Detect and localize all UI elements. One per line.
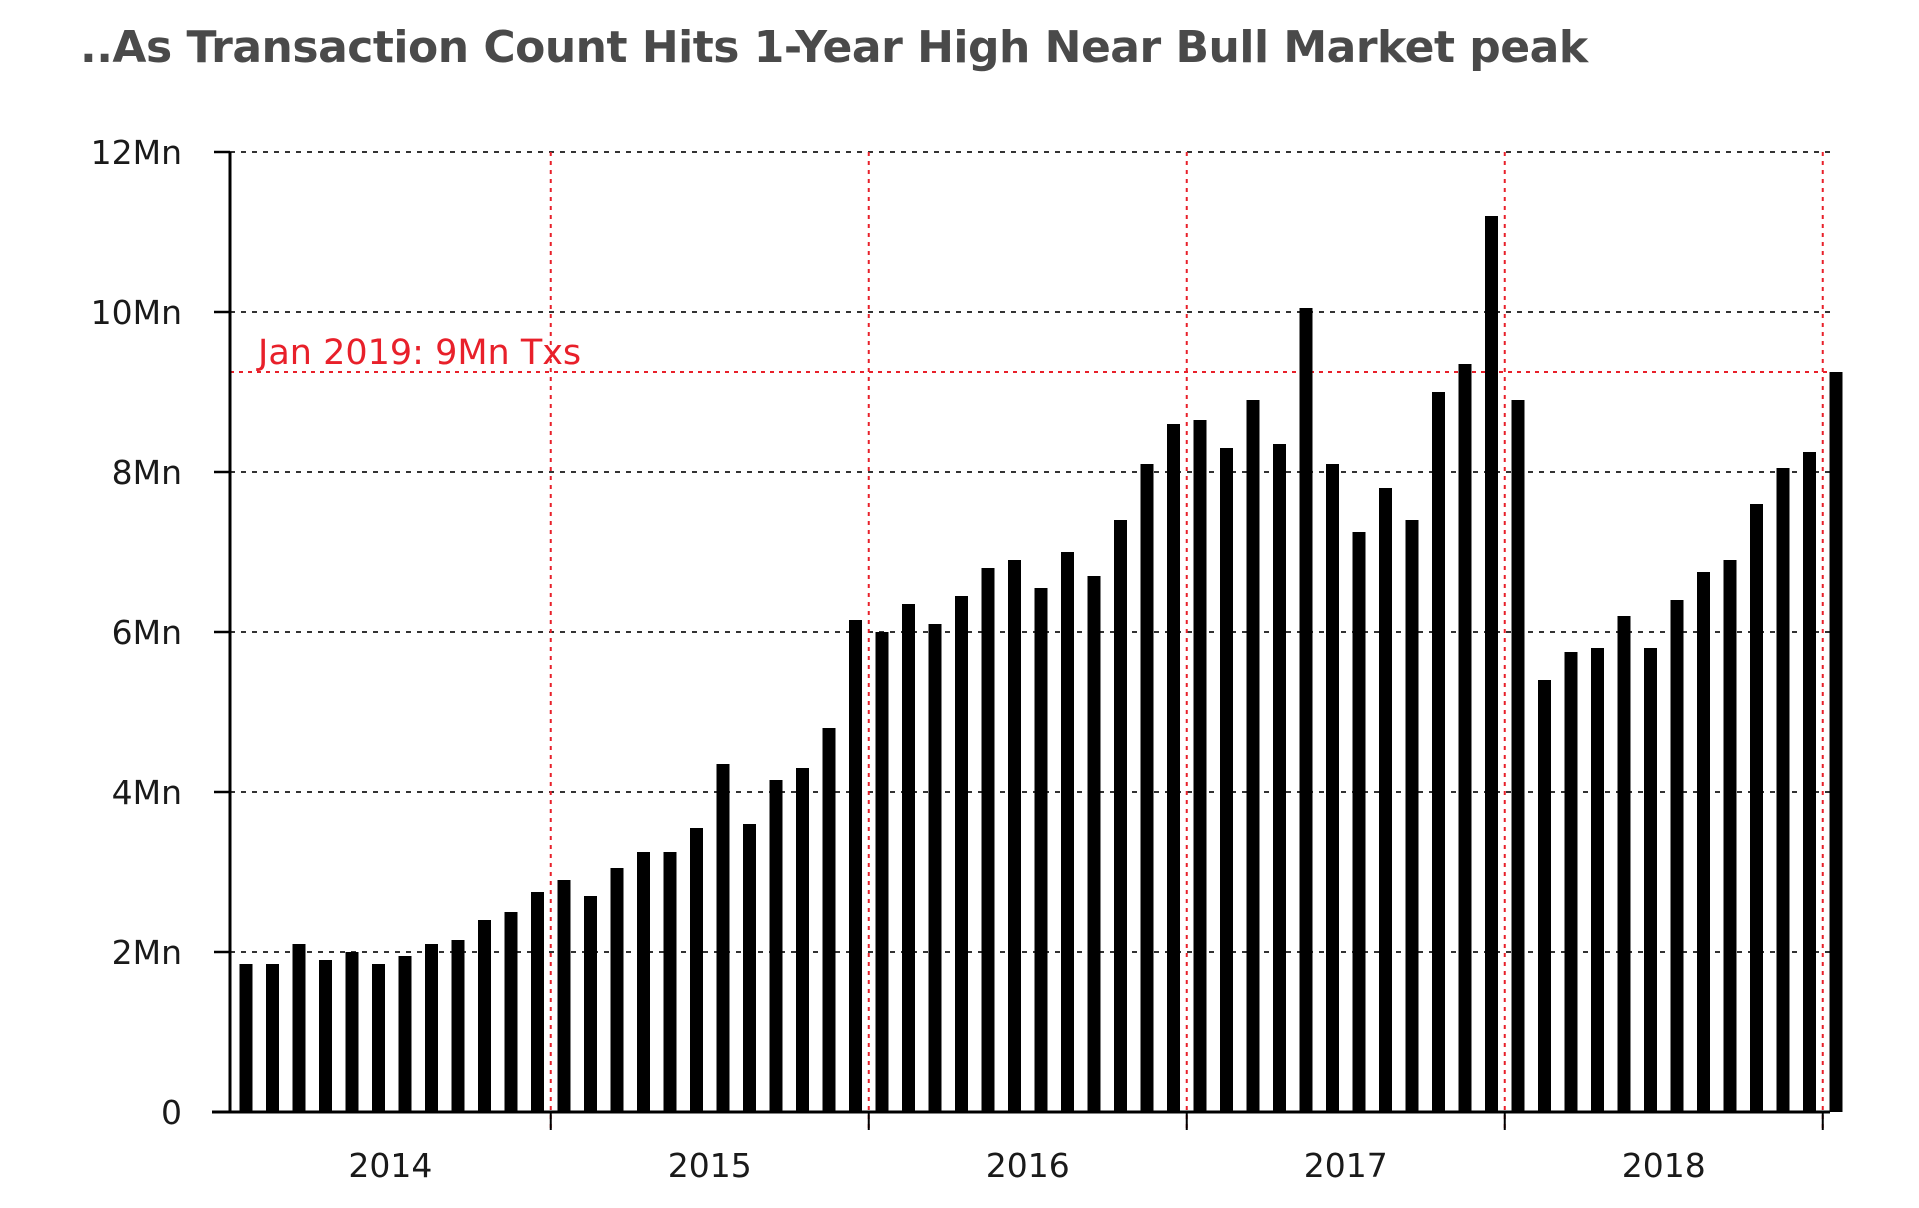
bar	[822, 728, 836, 1112]
bar	[637, 852, 650, 1112]
bar	[1670, 600, 1684, 1112]
x-tick-label: 2016	[986, 1146, 1070, 1185]
bar	[1273, 444, 1286, 1112]
bar	[531, 892, 544, 1112]
bar	[1564, 652, 1578, 1112]
bar	[1008, 560, 1021, 1112]
bar	[1061, 552, 1074, 1112]
bar	[1034, 588, 1048, 1112]
bar	[928, 624, 942, 1112]
bar	[690, 828, 703, 1112]
bar	[1379, 488, 1392, 1112]
bar	[743, 824, 756, 1112]
bar	[425, 944, 438, 1112]
bar	[584, 896, 597, 1112]
bar	[716, 764, 730, 1112]
bar	[451, 940, 465, 1112]
bar	[1723, 560, 1737, 1112]
bar	[292, 944, 306, 1112]
bar	[1220, 448, 1233, 1112]
bar	[478, 920, 491, 1112]
y-tick-label: 12Mn	[91, 133, 182, 172]
bar	[1485, 216, 1498, 1112]
bar	[955, 596, 968, 1112]
bar	[1299, 308, 1313, 1112]
bar	[372, 964, 385, 1112]
bar	[610, 868, 624, 1112]
bars	[239, 216, 1843, 1112]
bar	[1458, 364, 1472, 1112]
x-tick-label: 2015	[668, 1146, 752, 1185]
bar	[1511, 400, 1525, 1112]
bar	[504, 912, 518, 1112]
bar	[1140, 464, 1154, 1112]
year-dividers	[549, 152, 1824, 1132]
bar	[1538, 680, 1551, 1112]
annotation-label: Jan 2019: 9Mn Txs	[256, 333, 581, 373]
bar	[796, 768, 809, 1112]
bar	[266, 964, 279, 1112]
bar	[319, 960, 332, 1112]
bar	[557, 880, 571, 1112]
bar	[1352, 532, 1366, 1112]
axes	[212, 150, 1830, 1130]
bar	[663, 852, 677, 1112]
y-tick-label: 8Mn	[112, 453, 182, 492]
bar	[1246, 400, 1260, 1112]
bar	[849, 620, 862, 1112]
bar	[1087, 576, 1101, 1112]
bar	[1405, 520, 1419, 1112]
bar	[1193, 420, 1207, 1112]
y-tick-label: 0	[161, 1093, 182, 1132]
bar	[1829, 372, 1843, 1112]
bar	[981, 568, 995, 1112]
x-tick-labels: 2014 2015 2016 2017 2018	[348, 1146, 1705, 1185]
bar	[1644, 648, 1657, 1112]
x-tick-label: 2014	[348, 1146, 432, 1185]
bar	[1617, 616, 1631, 1112]
bar	[1326, 464, 1339, 1112]
bar	[1776, 468, 1790, 1112]
bar	[398, 956, 412, 1112]
grid-lines	[230, 151, 1830, 953]
y-tick-label: 6Mn	[112, 613, 182, 652]
bar	[875, 632, 889, 1112]
y-tick-labels: 0 2Mn 4Mn 6Mn 8Mn 10Mn 12Mn	[91, 133, 182, 1132]
y-tick-label: 4Mn	[112, 773, 182, 812]
bar	[239, 964, 253, 1112]
bar	[1167, 424, 1180, 1112]
bar	[345, 952, 359, 1112]
y-tick-label: 2Mn	[112, 933, 182, 972]
bar	[1432, 392, 1445, 1112]
bar	[1697, 572, 1710, 1112]
bar	[1591, 648, 1604, 1112]
chart-title: ..As Transaction Count Hits 1-Year High …	[80, 22, 1588, 73]
x-tick-label: 2017	[1304, 1146, 1388, 1185]
x-tick-label: 2018	[1622, 1146, 1706, 1185]
bar	[1114, 520, 1127, 1112]
y-tick-label: 10Mn	[91, 293, 182, 332]
bar	[769, 780, 783, 1112]
bar	[1803, 452, 1816, 1112]
bar	[1750, 504, 1763, 1112]
annotation-labels: Jan 2019: 9Mn Txs	[256, 333, 581, 373]
bar	[902, 604, 915, 1112]
